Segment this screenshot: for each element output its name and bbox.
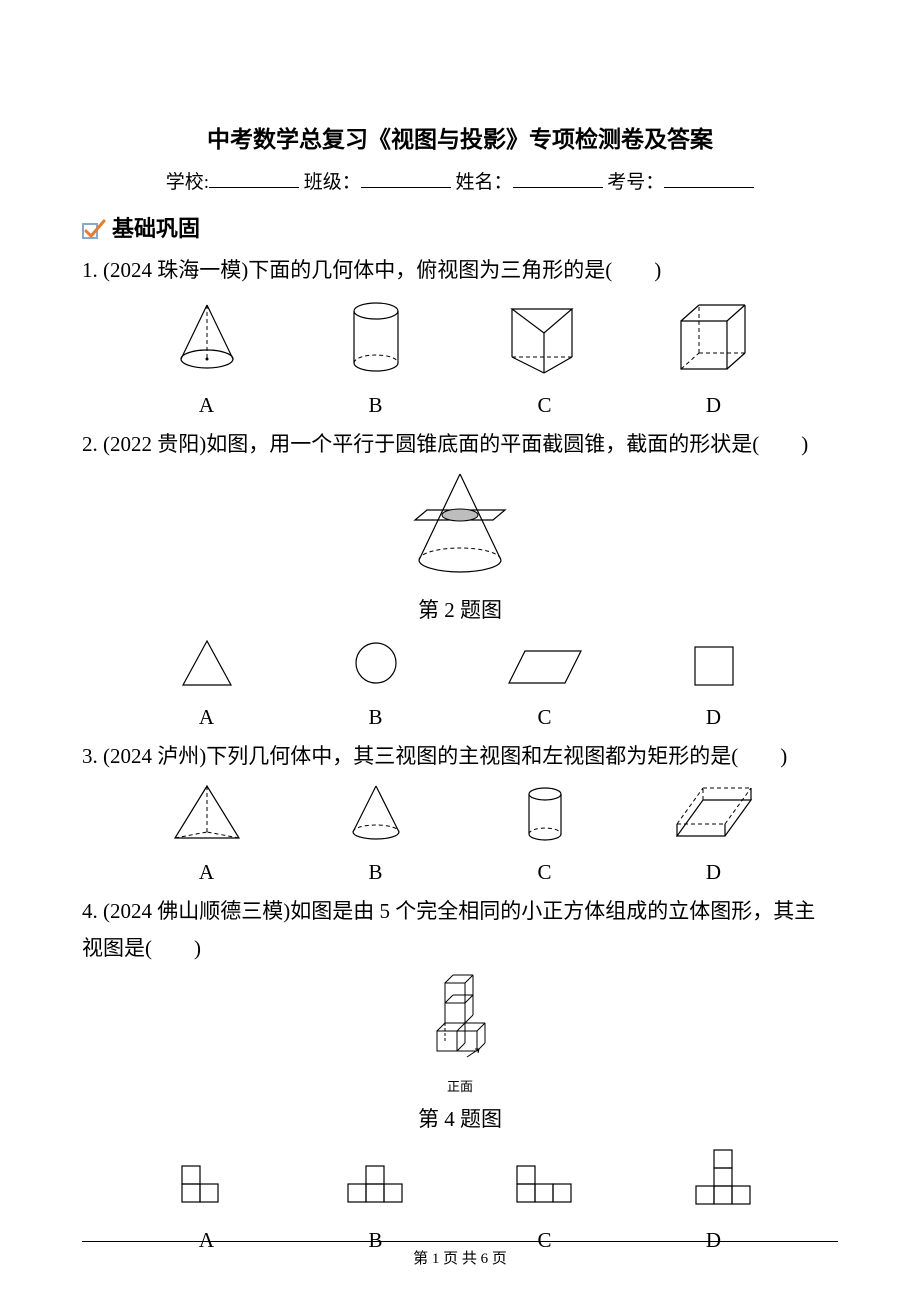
question-2: 2. (2022 贵阳)如图，用一个平行于圆锥底面的平面截圆锥，截面的形状是( … [82, 426, 838, 736]
page-title: 中考数学总复习《视图与投影》专项检测卷及答案 [82, 120, 838, 160]
label-school: 学校: [166, 172, 209, 193]
form-line: 学校: 班级： 姓名： 考号： [82, 166, 838, 199]
q3-label-c: C [537, 854, 551, 891]
blank-examno [664, 169, 754, 188]
label-name: 姓名： [456, 172, 513, 193]
label-examno: 考号： [607, 172, 664, 193]
q3-label-a: A [199, 854, 214, 891]
cylinder2-icon [519, 782, 571, 844]
q2-label-c: C [537, 699, 551, 736]
blank-class [361, 169, 451, 188]
q4-figure: 正面 第 4 题图 [82, 973, 838, 1138]
q1-opt-a: A [137, 297, 277, 424]
quad-prism-icon [669, 782, 759, 844]
q4-text-l2: 视图是( ) [82, 930, 838, 967]
q1-text: 1. (2024 珠海一模)下面的几何体中，俯视图为三角形的是( ) [82, 252, 838, 289]
q1-opt-d: D [644, 297, 784, 424]
q1-label-b: B [368, 387, 382, 424]
q3-label-b: B [368, 854, 382, 891]
cone-icon [167, 297, 247, 377]
q3-text: 3. (2024 泸州)下列几何体中，其三视图的主视图和左视图都为矩形的是( ) [82, 738, 838, 775]
q2-label-a: A [199, 699, 214, 736]
q2-opt-b: B [306, 637, 446, 736]
q2-label-b: B [368, 699, 382, 736]
parallelogram-icon [505, 645, 585, 689]
q2-figure: 第 2 题图 [82, 468, 838, 629]
q1-label-d: D [706, 387, 721, 424]
q4-text-l1: 4. (2024 佛山顺德三模)如图是由 5 个完全相同的小正方体组成的立体图形… [82, 893, 838, 930]
q2-opt-d: D [644, 643, 784, 736]
q2-options: A B C D [82, 637, 838, 736]
blank-name [513, 169, 603, 188]
circle-icon [350, 637, 402, 689]
q2-label-d: D [706, 699, 721, 736]
label-class: 班级： [304, 172, 361, 193]
q4-opt-b: B [306, 1156, 446, 1259]
q4-opt-a: A [137, 1156, 277, 1259]
blank-school [209, 169, 299, 188]
q3-options: A B C [82, 782, 838, 891]
q3-label-d: D [706, 854, 721, 891]
question-1: 1. (2024 珠海一模)下面的几何体中，俯视图为三角形的是( ) A [82, 252, 838, 424]
cone2-icon [341, 782, 411, 844]
section-label: 基础巩固 [112, 210, 200, 249]
q1-opt-b: B [306, 297, 446, 424]
q4-opt-c: C [475, 1156, 615, 1259]
q1-options: A B [82, 297, 838, 424]
q1-label-a: A [199, 387, 214, 424]
triangle-icon [177, 637, 237, 689]
q3-opt-c: C [475, 782, 615, 891]
view-a-icon [172, 1156, 242, 1212]
q3-opt-d: D [644, 782, 784, 891]
footer-page: 第 1 页 共 6 页 [0, 1246, 920, 1272]
q2-caption: 第 2 题图 [82, 592, 838, 629]
page: 中考数学总复习《视图与投影》专项检测卷及答案 学校: 班级： 姓名： 考号： 基… [0, 0, 920, 1302]
question-4: 4. (2024 佛山顺德三模)如图是由 5 个完全相同的小正方体组成的立体图形… [82, 893, 838, 1259]
q3-opt-a: A [137, 782, 277, 891]
footer-line [82, 1241, 838, 1242]
section-head: 基础巩固 [82, 210, 838, 249]
tri-pyramid-icon [167, 782, 247, 844]
view-d-icon [674, 1146, 754, 1212]
view-c-icon [505, 1156, 585, 1212]
q2-text: 2. (2022 贵阳)如图，用一个平行于圆锥底面的平面截圆锥，截面的形状是( … [82, 426, 838, 463]
check-icon [82, 219, 106, 239]
q1-opt-c: C [475, 297, 615, 424]
cube-icon [669, 297, 759, 377]
cylinder-icon [341, 297, 411, 377]
triangular-prism-icon [500, 297, 590, 377]
view-b-icon [336, 1156, 416, 1212]
square-icon [691, 643, 737, 689]
question-3: 3. (2024 泸州)下列几何体中，其三视图的主视图和左视图都为矩形的是( )… [82, 738, 838, 892]
cubes-3d-icon [417, 973, 503, 1063]
q4-front-label: 正面 [82, 1076, 838, 1099]
q2-opt-c: C [475, 645, 615, 736]
q1-label-c: C [537, 387, 551, 424]
q2-opt-a: A [137, 637, 277, 736]
q3-opt-b: B [306, 782, 446, 891]
q4-caption: 第 4 题图 [82, 1101, 838, 1138]
cone-section-icon [395, 468, 525, 578]
